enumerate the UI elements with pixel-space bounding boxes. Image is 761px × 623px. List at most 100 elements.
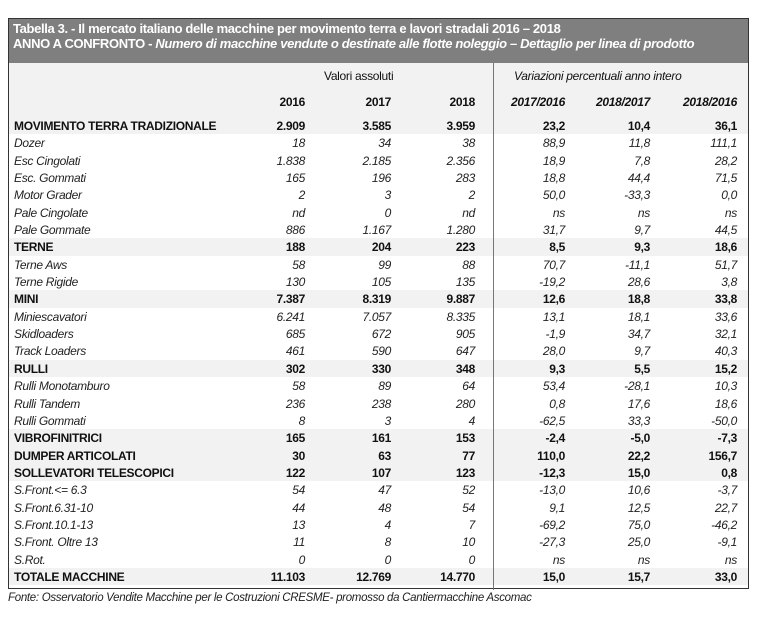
cell-value: -13,0 xyxy=(539,483,565,498)
cell-value: -50,0 xyxy=(711,413,737,428)
cell-value: 7.057 xyxy=(362,309,391,324)
cell-value: 28,0 xyxy=(542,344,565,359)
cell-value: ns xyxy=(724,552,737,567)
cell-value: 348 xyxy=(455,361,475,376)
table-row: S.Rot. 0 0 0 ns ns ns xyxy=(9,551,748,568)
cell-value: 685 xyxy=(285,327,305,342)
cell-value: 58 xyxy=(292,257,305,272)
cell-value: 36,1 xyxy=(714,119,737,133)
title-prefix: ANNO A CONFRONTO - xyxy=(13,36,156,51)
row-label: Rulli Tandem xyxy=(14,396,80,411)
row-label: SOLLEVATORI TELESCOPICI xyxy=(14,465,174,480)
category-row: SOLLEVATORI TELESCOPICI 122 107 123 -12,3 15,… xyxy=(9,463,748,482)
cell-value: 0,8 xyxy=(721,465,737,480)
table-row: Pale Cingolate nd 0 nd ns ns ns xyxy=(9,204,748,221)
cell-value: 6.241 xyxy=(276,309,305,324)
cell-value: nd xyxy=(292,205,305,220)
cell-value: 47 xyxy=(378,483,391,498)
cell-value: 0,8 xyxy=(549,396,565,411)
row-label: Motor Grader xyxy=(14,188,82,203)
category-row: RULLI 302 330 348 9,3 5,5 15,2 xyxy=(9,359,748,378)
cell-value: 3.585 xyxy=(362,119,391,133)
cell-value: 99 xyxy=(378,257,391,272)
cell-value: 196 xyxy=(371,171,391,186)
category-row: MOVIMENTO TERRA TRADIZIONALE 2.909 3.585 3.… xyxy=(9,117,748,135)
cell-value: 3 xyxy=(384,413,392,428)
cell-value: ns xyxy=(552,205,565,220)
cell-value: 0 xyxy=(468,552,476,567)
cell-value: 18,6 xyxy=(714,396,737,411)
row-label: S.Front. Oltre 13 xyxy=(14,535,98,550)
cell-value: 7.387 xyxy=(276,292,305,307)
cell-value: 10 xyxy=(462,535,475,550)
cell-value: 2 xyxy=(468,188,476,203)
cell-value: 238 xyxy=(371,396,391,411)
cell-value: 23,2 xyxy=(542,119,565,133)
cell-value: 105 xyxy=(371,275,391,290)
table-row: S.Front. Oltre 13 11 8 10 -27,3 25,0 -9,1 xyxy=(9,533,748,550)
table-row: Motor Grader 2 3 2 50,0 -33,3 0,0 xyxy=(9,186,748,203)
cell-value: 54 xyxy=(292,483,305,498)
cell-value: 135 xyxy=(455,275,475,290)
cell-value: 130 xyxy=(285,275,305,290)
cell-value: 280 xyxy=(455,396,475,411)
row-label: MOVIMENTO TERRA TRADIZIONALE xyxy=(14,119,217,133)
cell-value: 7 xyxy=(468,517,476,532)
title-subtitle: Numero di macchine vendute o destinate a… xyxy=(155,36,695,51)
row-label: TERNE xyxy=(14,240,54,255)
cell-value: 18,9 xyxy=(542,153,565,168)
cell-value: -5,0 xyxy=(630,431,651,446)
cell-value: 15,0 xyxy=(542,569,565,584)
cell-value: 9,7 xyxy=(634,223,650,238)
cell-value: 8 xyxy=(298,413,306,428)
cell-value: 156,7 xyxy=(708,448,737,463)
table-row: S.Front.<= 6.3 54 47 52 -13,0 10,6 -3,7 xyxy=(9,481,748,498)
cell-value: 12,6 xyxy=(542,292,565,307)
row-label: Dozer xyxy=(14,136,45,151)
cell-value: 188 xyxy=(285,240,305,255)
table-row: Skidloaders 685 672 905 -1,9 34,7 32,1 xyxy=(9,325,748,342)
cell-value: 54 xyxy=(462,500,475,515)
cell-value: 50,0 xyxy=(542,188,565,203)
row-label: Miniescavatori xyxy=(14,309,87,324)
cell-value: 165 xyxy=(285,171,305,186)
cell-value: 4 xyxy=(468,413,476,428)
cell-value: 32,1 xyxy=(714,327,737,342)
row-label: S.Front.6.31-10 xyxy=(14,500,93,515)
cell-value: 8 xyxy=(384,535,392,550)
cell-value: 886 xyxy=(285,223,305,238)
cell-value: 88,9 xyxy=(542,136,565,151)
table-body: MOVIMENTO TERRA TRADIZIONALE 2.909 3.585 3.… xyxy=(9,117,748,586)
cell-value: 7,8 xyxy=(634,153,650,168)
cell-value: 34 xyxy=(378,136,391,151)
cell-value: 590 xyxy=(371,344,391,359)
table-row: Pale Gommate 886 1.167 1.280 31,7 9,7 44,5 xyxy=(9,221,748,238)
cell-value: 2.185 xyxy=(362,153,391,168)
row-label: Pale Cingolate xyxy=(14,205,88,220)
cell-value: 51,7 xyxy=(714,257,737,272)
cell-value: 9,7 xyxy=(634,344,650,359)
category-row: DUMPER ARTICOLATI 30 63 77 110,0 22,2 156,7 xyxy=(9,446,748,464)
cell-value: 283 xyxy=(455,171,475,186)
cell-value: -7,3 xyxy=(717,431,738,446)
cell-value: -2,4 xyxy=(545,431,566,446)
cell-value: -9,1 xyxy=(717,535,738,550)
cell-value: 0 xyxy=(384,205,392,220)
table-row: S.Front.10.1-13 13 4 7 -69,2 75,0 -46,2 xyxy=(9,516,748,533)
table-row: Terne Rigide 130 105 135 -19,2 28,6 3,8 xyxy=(9,273,748,290)
row-label: Pale Gommate xyxy=(14,223,91,238)
table-row: Rulli Monotamburo 58 89 64 53,4 -28,1 10,3 xyxy=(9,377,748,394)
cell-value: 71,5 xyxy=(714,171,737,186)
column-header: 2017 xyxy=(365,95,392,109)
cell-value: -27,3 xyxy=(539,535,565,550)
cell-value: 28,6 xyxy=(627,275,650,290)
cell-value: 8,5 xyxy=(549,240,565,255)
cell-value: -11,1 xyxy=(625,257,650,272)
cell-value: 70,7 xyxy=(542,257,565,272)
cell-value: 3,8 xyxy=(721,275,737,290)
row-label: RULLI xyxy=(14,361,48,376)
cell-value: 2.909 xyxy=(276,119,305,133)
cell-value: 38 xyxy=(462,136,475,151)
cell-value: 9,3 xyxy=(634,240,650,255)
cell-value: 18,8 xyxy=(542,171,565,186)
